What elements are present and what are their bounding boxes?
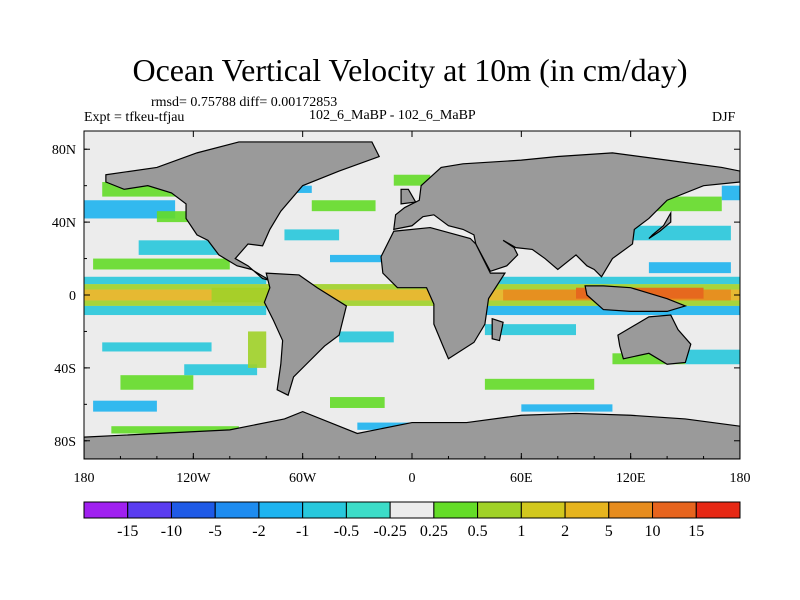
x-tick-label: 180 — [74, 471, 95, 486]
colorbar-label: 0.25 — [420, 523, 448, 540]
comparison-label: 102_6_MaBP - 102_6_MaBP — [309, 108, 476, 123]
land-mass — [263, 272, 348, 397]
x-tick-label: 0 — [409, 471, 416, 486]
colorbar-box — [345, 501, 391, 519]
velocity-patch — [648, 262, 731, 274]
velocity-patch — [284, 229, 340, 241]
velocity-patch — [521, 404, 613, 412]
colorbar-label: 0.5 — [468, 523, 488, 540]
colorbar-label: 10 — [645, 523, 661, 540]
velocity-patch — [612, 353, 686, 365]
velocity-patch — [93, 400, 157, 412]
land-mass — [393, 152, 740, 278]
land-mask-layer — [84, 141, 740, 459]
colorbar-label: -10 — [161, 523, 182, 540]
land-mass — [400, 188, 417, 205]
x-tick-label: 120W — [176, 471, 211, 486]
colorbar-label: -0.25 — [373, 523, 406, 540]
velocity-patch — [393, 174, 431, 186]
colorbar-label: -0.5 — [334, 523, 359, 540]
colorbar-box — [520, 501, 566, 519]
velocity-patch — [211, 287, 276, 303]
colorbar: -15 -10 -5 -2 -1 -0.5 -0.25 0.25 0.5 1 2 5 10 15 — [83, 501, 741, 540]
velocity-patch — [685, 349, 740, 365]
stats-label: rmsd= 0.75788 diff= 0.00172853 — [151, 95, 338, 110]
land-mass — [105, 141, 381, 282]
velocity-patch — [111, 426, 239, 434]
velocity-patch — [102, 342, 212, 352]
colorbar-box — [302, 501, 347, 519]
colorbar-box — [477, 501, 522, 519]
colorbar-label: 2 — [561, 523, 569, 540]
colorbar-box — [695, 501, 741, 519]
x-tick-label: 180 — [730, 471, 751, 486]
colorbar-box — [652, 501, 697, 519]
velocity-patch — [184, 364, 258, 376]
colorbar-box — [258, 501, 304, 519]
velocity-patch — [484, 378, 595, 390]
colorbar-label: -5 — [209, 523, 222, 540]
chart-title: Ocean Vertical Velocity at 10m (in cm/da… — [132, 52, 688, 88]
velocity-patch — [311, 200, 376, 212]
colorbar-box — [608, 501, 654, 519]
colorbar-label: -1 — [296, 523, 309, 540]
velocity-patch — [84, 300, 740, 306]
season-label: DJF — [712, 110, 736, 125]
land-mass — [84, 410, 740, 459]
colorbar-label: -2 — [252, 523, 265, 540]
colorbar-box — [214, 501, 260, 519]
y-tick-label: 40N — [52, 216, 76, 231]
velocity-patch — [330, 397, 385, 408]
colorbar-box — [170, 501, 216, 519]
plot-area — [84, 131, 740, 459]
y-axis: 80N 40N 0 40S 80S — [52, 143, 740, 450]
y-tick-label: 80S — [54, 435, 76, 450]
y-tick-label: 0 — [69, 289, 76, 304]
x-tick-label: 60E — [510, 471, 533, 486]
velocity-patch — [630, 225, 731, 241]
colorbar-box — [83, 501, 129, 519]
velocity-patch — [484, 276, 740, 285]
velocity-patch — [484, 324, 576, 336]
colorbar-box — [564, 501, 610, 519]
x-tick-label: 120E — [616, 471, 646, 486]
land-mass — [491, 317, 504, 342]
x-axis: 180 120W 60W 0 60E 120E 180 — [74, 131, 751, 486]
velocity-patch — [120, 375, 194, 390]
land-mass — [648, 210, 672, 240]
colorbar-label: 5 — [605, 523, 613, 540]
land-mass — [380, 226, 507, 360]
colorbar-label: 15 — [688, 523, 704, 540]
velocity-patch — [330, 254, 394, 263]
y-tick-label: 80N — [52, 143, 76, 158]
velocity-patch — [339, 331, 394, 343]
colorbar-box — [389, 501, 435, 519]
velocity-patch — [84, 200, 176, 219]
colorbar-box — [433, 501, 479, 519]
velocity-patch — [84, 305, 267, 316]
velocity-patch — [93, 258, 230, 270]
experiment-label: Expt = tfkeu-tfjau — [84, 110, 185, 125]
velocity-patch — [721, 185, 740, 201]
velocity-patch — [357, 422, 412, 430]
colorbar-label: -15 — [117, 523, 138, 540]
velocity-patch — [84, 289, 740, 301]
colorbar-label: 1 — [517, 523, 525, 540]
y-tick-label: 40S — [54, 362, 76, 377]
x-tick-label: 60W — [289, 471, 317, 486]
velocity-patch — [84, 276, 267, 285]
land-mass — [584, 285, 688, 312]
land-mass — [617, 314, 692, 365]
colorbar-box — [127, 501, 172, 519]
velocity-patch — [248, 331, 267, 368]
